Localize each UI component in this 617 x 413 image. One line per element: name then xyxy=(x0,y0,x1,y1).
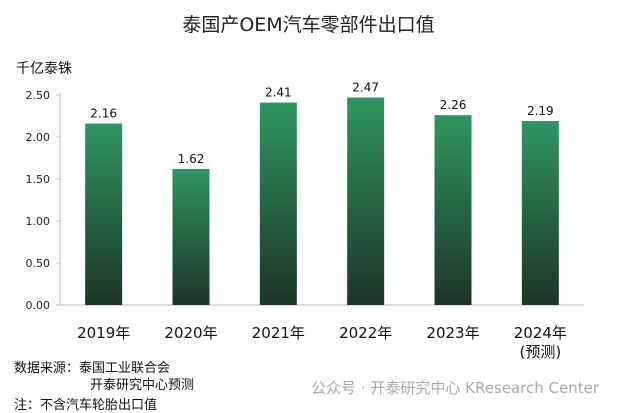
y-tick-label: 0.50 xyxy=(26,257,51,270)
x-category-label: (预测) xyxy=(519,343,561,361)
data-label: 1.62 xyxy=(178,152,205,166)
bar-2 xyxy=(259,102,297,305)
data-label: 2.16 xyxy=(90,107,117,121)
y-tick-label: 2.50 xyxy=(26,89,51,102)
watermark-text: 公众号 · 开泰研究中心 KResearch Center xyxy=(311,379,599,397)
x-category-label: 2023年 xyxy=(426,324,479,342)
x-category-label: 2019年 xyxy=(77,324,130,342)
source-line-1: 数据来源：泰国工业联合会 xyxy=(14,361,171,376)
data-label: 2.47 xyxy=(352,81,379,95)
bar-5 xyxy=(521,121,559,305)
y-axis-unit-label: 千亿泰铢 xyxy=(16,61,72,77)
data-label: 2.41 xyxy=(265,86,292,100)
data-label: 2.19 xyxy=(527,104,554,118)
data-label: 2.26 xyxy=(440,98,467,112)
y-tick-label: 0.00 xyxy=(26,299,51,312)
chart-title: 泰国产OEM汽车零部件出口值 xyxy=(182,14,435,36)
x-category-label: 2022年 xyxy=(339,324,392,342)
footnote: 注：不含汽车轮胎出口值 xyxy=(14,398,158,413)
bar-1 xyxy=(172,168,210,305)
x-category-label: 2024年 xyxy=(514,324,567,342)
y-tick-label: 2.00 xyxy=(26,131,51,144)
source-line-2: 开泰研究中心预测 xyxy=(90,378,195,393)
y-tick-label: 1.50 xyxy=(26,173,51,186)
bar-0 xyxy=(85,123,123,305)
y-tick-label: 1.00 xyxy=(26,215,51,228)
x-category-label: 2020年 xyxy=(164,324,217,342)
bar-4 xyxy=(434,115,472,305)
bar-3 xyxy=(347,97,385,306)
x-category-label: 2021年 xyxy=(252,324,305,342)
